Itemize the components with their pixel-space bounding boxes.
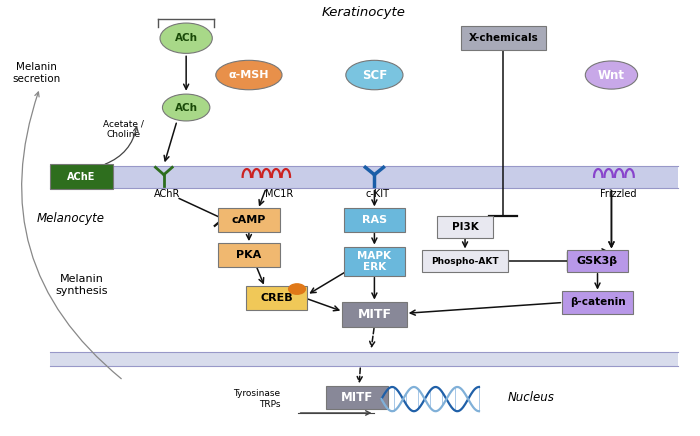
FancyBboxPatch shape <box>218 243 279 266</box>
Text: β-catenin: β-catenin <box>570 297 625 307</box>
FancyBboxPatch shape <box>567 250 628 272</box>
Text: ACh: ACh <box>175 102 197 112</box>
Text: AChR: AChR <box>154 189 181 199</box>
FancyBboxPatch shape <box>342 302 407 327</box>
Text: AChE: AChE <box>67 172 96 182</box>
FancyArrowPatch shape <box>22 92 121 379</box>
Ellipse shape <box>160 23 212 53</box>
Text: MC1R: MC1R <box>265 189 293 199</box>
Ellipse shape <box>162 94 210 121</box>
FancyBboxPatch shape <box>422 250 508 272</box>
Text: α-MSH: α-MSH <box>229 70 270 80</box>
Text: Tyrosinase
TRPs: Tyrosinase TRPs <box>233 389 280 409</box>
Text: Nucleus: Nucleus <box>508 391 554 404</box>
FancyBboxPatch shape <box>344 247 405 276</box>
FancyBboxPatch shape <box>50 164 113 189</box>
FancyBboxPatch shape <box>326 386 388 409</box>
Text: Phospho-AKT: Phospho-AKT <box>431 257 499 266</box>
FancyBboxPatch shape <box>246 286 307 310</box>
Text: Frizzled: Frizzled <box>600 189 637 199</box>
Text: c-KIT: c-KIT <box>366 189 390 199</box>
Ellipse shape <box>585 61 638 89</box>
Ellipse shape <box>216 60 282 90</box>
Text: Melanin
synthesis: Melanin synthesis <box>55 274 108 296</box>
FancyBboxPatch shape <box>218 208 279 232</box>
Text: SCF: SCF <box>362 68 387 82</box>
Text: MITF: MITF <box>358 308 391 320</box>
Text: MITF: MITF <box>341 391 373 404</box>
Text: Melanocyte: Melanocyte <box>37 211 105 225</box>
Text: CREB: CREB <box>260 293 293 303</box>
Text: GSK3β: GSK3β <box>577 256 618 266</box>
Text: PKA: PKA <box>237 250 262 260</box>
Ellipse shape <box>346 60 403 90</box>
Circle shape <box>288 284 305 294</box>
FancyBboxPatch shape <box>50 352 678 366</box>
Text: RAS: RAS <box>362 215 387 225</box>
Text: Keratinocyte: Keratinocyte <box>322 6 406 19</box>
Text: ACh: ACh <box>175 33 197 43</box>
FancyBboxPatch shape <box>562 291 633 313</box>
FancyBboxPatch shape <box>50 166 678 187</box>
Text: Wnt: Wnt <box>598 68 625 82</box>
FancyArrowPatch shape <box>105 127 138 164</box>
FancyBboxPatch shape <box>461 26 545 50</box>
Text: MAPK
ERK: MAPK ERK <box>358 251 391 272</box>
Text: Melanin
secretion: Melanin secretion <box>12 62 60 84</box>
FancyBboxPatch shape <box>344 208 405 232</box>
Text: Acetate /
Choline: Acetate / Choline <box>103 119 144 139</box>
Text: cAMP: cAMP <box>232 215 266 225</box>
Text: PI3K: PI3K <box>452 221 478 232</box>
Text: X-chemicals: X-chemicals <box>468 33 538 43</box>
FancyBboxPatch shape <box>437 216 494 238</box>
